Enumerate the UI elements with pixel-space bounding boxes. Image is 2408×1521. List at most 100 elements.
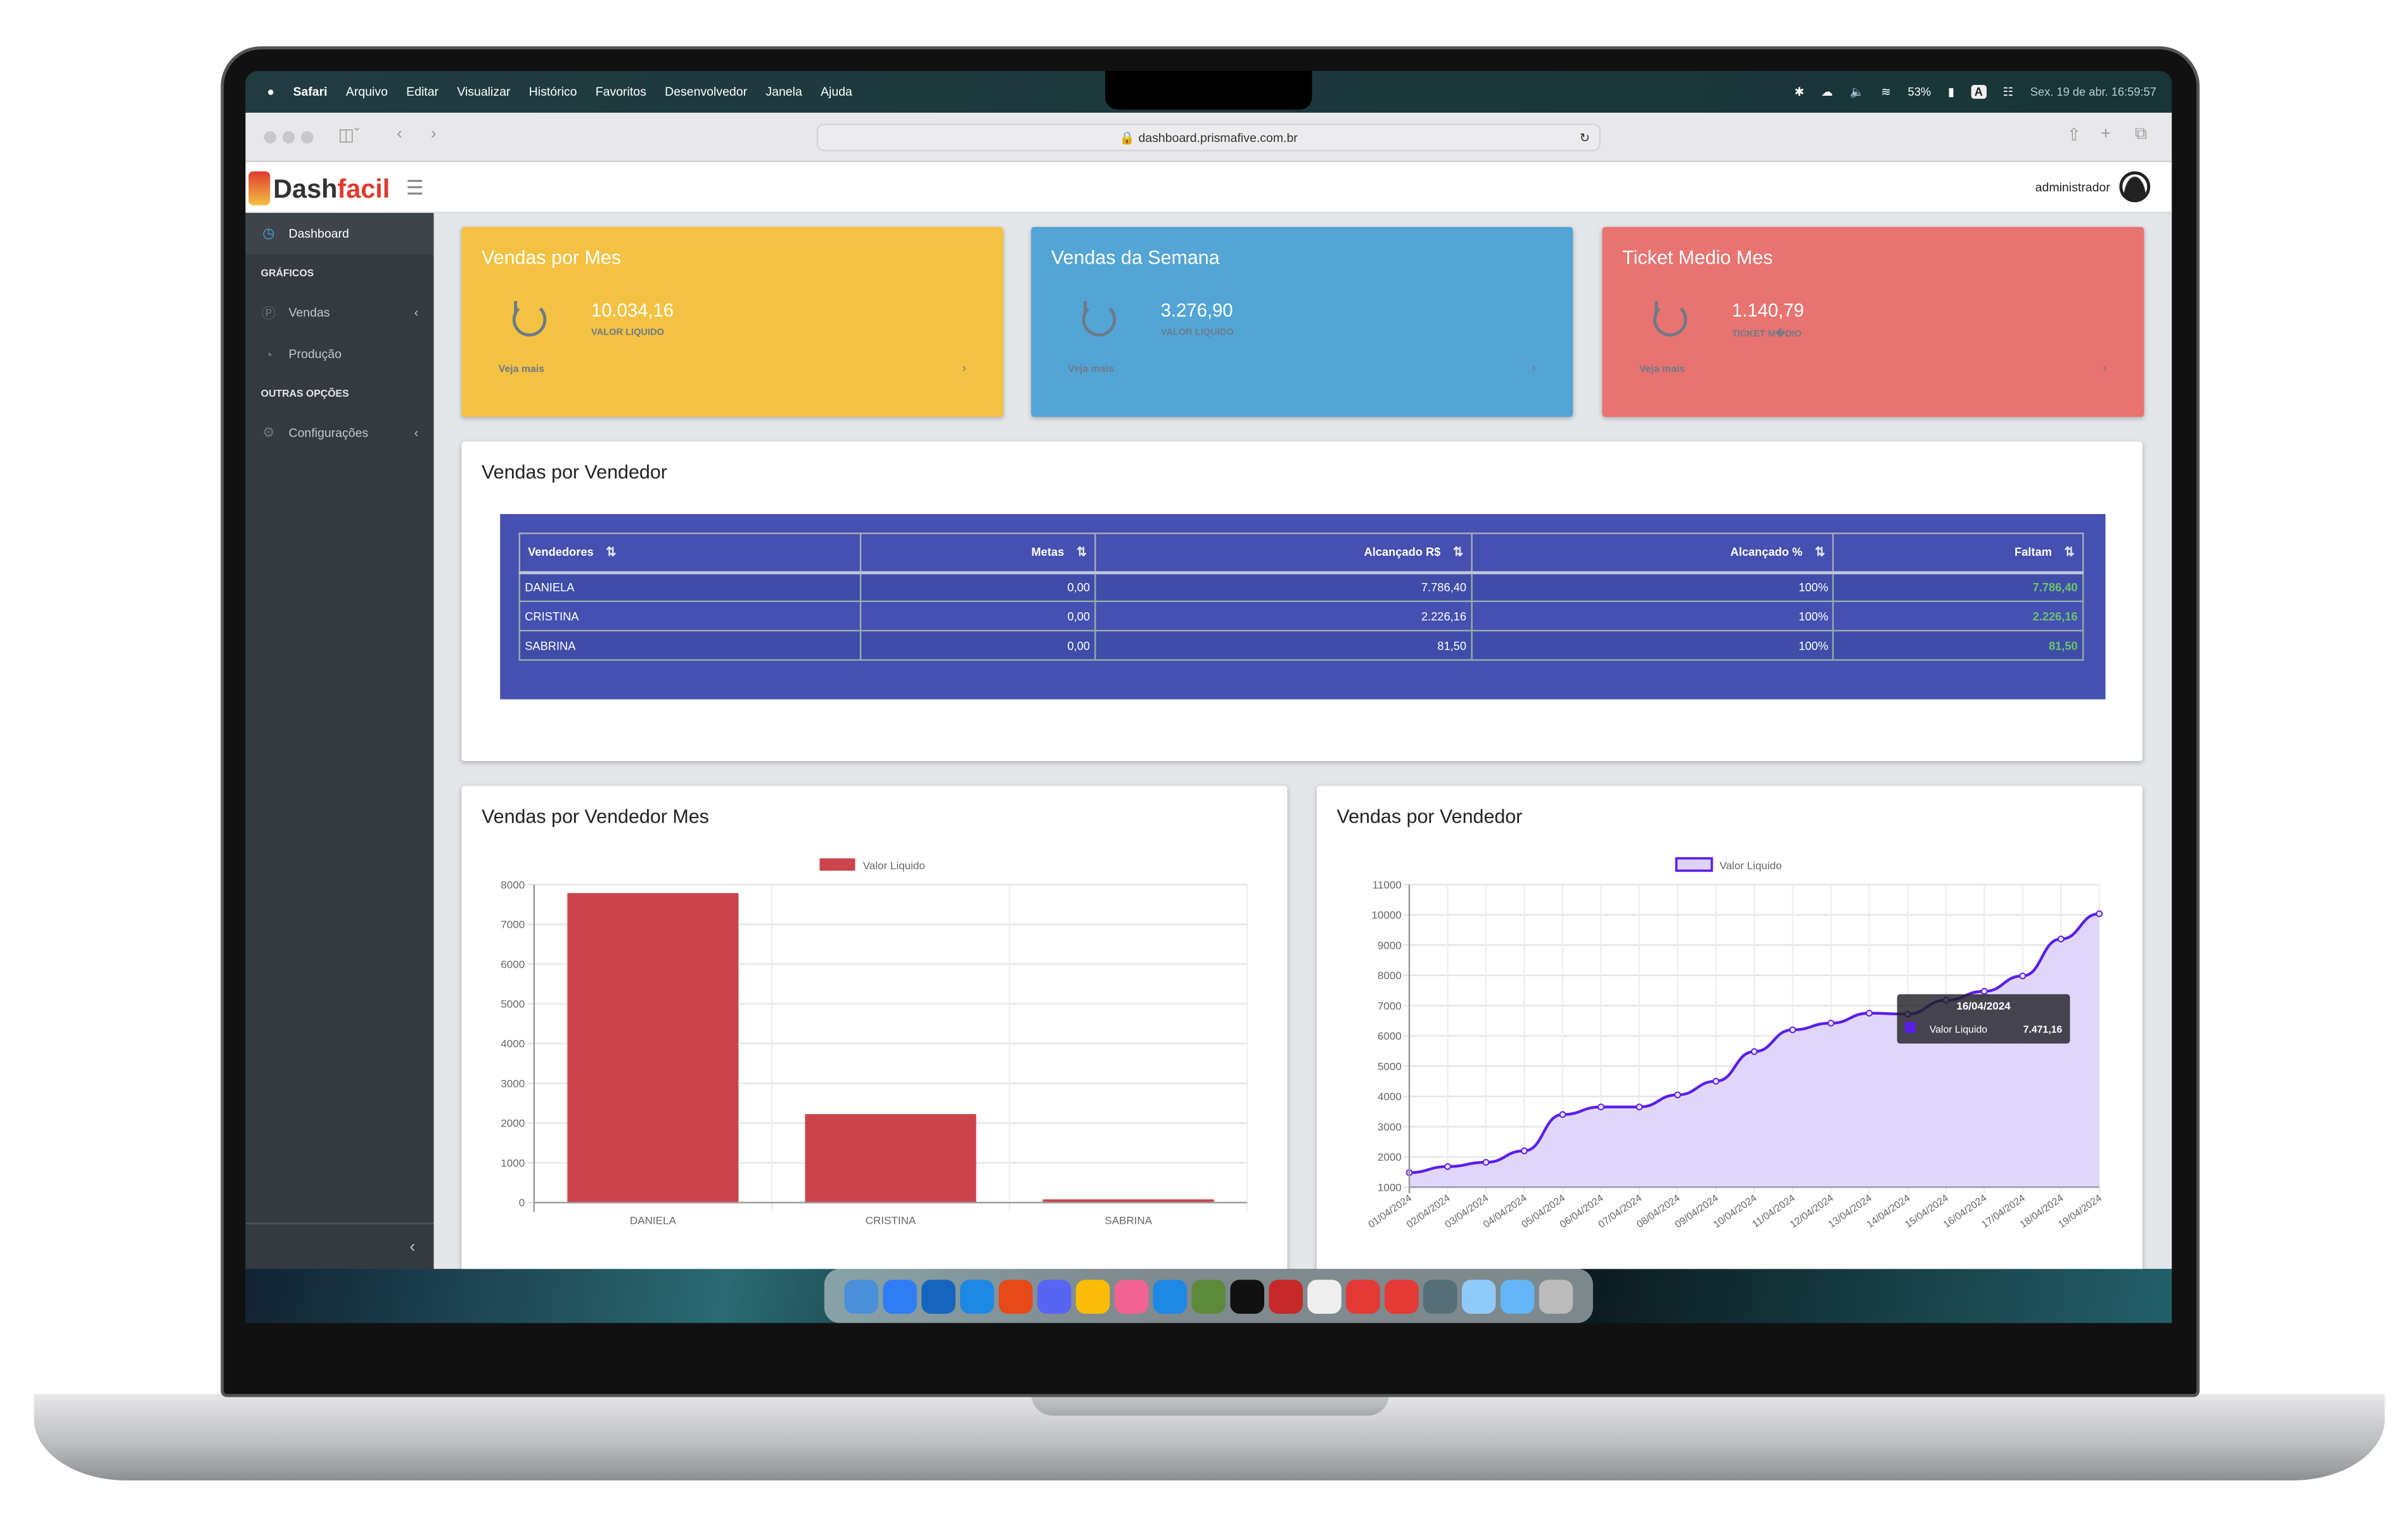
sidebar-toggle-icon[interactable]: ◫ˇ	[338, 126, 360, 145]
dock-app-icon[interactable]	[1500, 1279, 1535, 1313]
legend-swatch	[819, 858, 855, 871]
dock-app-icon[interactable]	[1230, 1279, 1265, 1313]
sort-icon[interactable]: ⇅	[606, 545, 617, 560]
column-header-vendedores[interactable]: Vendedores ⇅	[518, 532, 862, 574]
card-vendas-semana: Vendas da Semana 3.276,90 VALOR LIQUIDO V…	[1031, 227, 1573, 417]
forward-icon[interactable]: ›	[430, 125, 437, 144]
dock-app-icon[interactable]	[1461, 1279, 1496, 1313]
dock	[824, 1269, 1593, 1323]
cloud-icon[interactable]: ☁	[1821, 84, 1833, 99]
sort-icon[interactable]: ⇅	[1452, 545, 1464, 560]
clock[interactable]: Sex. 19 de abr. 16:59:57	[2030, 84, 2156, 99]
menu-safari[interactable]: Safari	[293, 84, 328, 99]
card-title: Vendas por Vendedor Mes	[482, 805, 709, 828]
dock-app-icon[interactable]	[1037, 1279, 1072, 1313]
close-window-button[interactable]	[264, 131, 277, 144]
menu-historico[interactable]: Histórico	[528, 84, 577, 99]
sidebar-item-label: Vendas	[288, 305, 330, 320]
dock-app-icon[interactable]	[1423, 1279, 1457, 1313]
card-subtitle: TICKET M�DIO	[1732, 330, 1802, 340]
dock-app-icon[interactable]	[1346, 1279, 1380, 1313]
dock-app-icon[interactable]	[1153, 1279, 1188, 1313]
zoom-window-button[interactable]	[301, 131, 314, 144]
dock-app-icon[interactable]	[1075, 1279, 1110, 1313]
column-header-alcancado-rs[interactable]: Alcançado R$ ⇅	[1094, 532, 1473, 574]
table-row: SABRINA 0,00 81,50 100% 81,50	[518, 629, 2084, 661]
menu-janela[interactable]: Janela	[765, 84, 802, 99]
sidebar-item-dashboard[interactable]: ◷ Dashboard	[245, 213, 434, 255]
data-point	[1789, 1026, 1796, 1034]
hamburger-menu-icon[interactable]: ☰	[406, 176, 425, 200]
x-tick-label: SABRINA	[1105, 1215, 1152, 1227]
column-header-faltam[interactable]: Faltam ⇅	[1833, 532, 2084, 574]
accessibility-icon[interactable]: ✱	[1794, 84, 1805, 99]
dock-app-icon[interactable]	[999, 1279, 1033, 1313]
chevron-left-icon: ‹	[414, 305, 419, 320]
dock-app-icon[interactable]	[844, 1279, 879, 1313]
dock-app-icon[interactable]	[960, 1279, 994, 1313]
cell-alcancado-pct: 100%	[1471, 600, 1835, 632]
dock-app-icon[interactable]	[883, 1279, 917, 1313]
back-icon[interactable]: ‹	[397, 125, 402, 144]
line-chart-card: Vendas por Vendedor Valor Liquido 1000 200…	[1316, 785, 2143, 1295]
input-source-badge[interactable]: A	[1971, 84, 1986, 99]
sidebar-item-label: Dashboard	[288, 227, 349, 241]
tabs-overview-icon[interactable]: ⧉	[2134, 125, 2147, 144]
chevron-right-icon[interactable]: ›	[1532, 361, 1536, 375]
dock-app-icon[interactable]	[1385, 1279, 1419, 1313]
menu-favoritos[interactable]: Favoritos	[595, 84, 646, 99]
veja-mais-link[interactable]: Veja mais	[1639, 364, 1686, 375]
menu-visualizar[interactable]: Visualizar	[457, 84, 511, 99]
control-center-icon[interactable]: ☷	[2002, 84, 2014, 99]
menu-arquivo[interactable]: Arquivo	[345, 84, 388, 99]
dock-app-icon[interactable]	[1269, 1279, 1303, 1313]
veja-mais-link[interactable]: Veja mais	[1068, 364, 1114, 375]
laptop-lid-notch	[1031, 1394, 1390, 1416]
sidebar-item-configuracoes[interactable]: ⚙ Configurações ‹	[245, 412, 433, 454]
share-icon[interactable]: ⇧	[2066, 126, 2082, 145]
battery-percent[interactable]: 53%	[1907, 84, 1931, 99]
wifi-icon[interactable]: ≋	[1881, 84, 1891, 99]
reload-icon[interactable]: ↻	[1579, 131, 1590, 145]
address-bar[interactable]: 🔒 dashboard.prismafive.com.br ↻	[816, 123, 1601, 151]
data-point	[2057, 935, 2065, 943]
sidebar-collapse-button[interactable]: ‹	[245, 1223, 434, 1269]
volume-icon[interactable]: 🔈	[1849, 84, 1864, 99]
sidebar-item-vendas[interactable]: Ⓟ Vendas ‹	[245, 292, 433, 333]
bar	[1042, 1199, 1214, 1203]
chevron-right-icon[interactable]: ›	[2103, 361, 2108, 375]
cell-vendedor: DANIELA	[518, 571, 862, 603]
dock-app-icon[interactable]	[921, 1279, 956, 1313]
cell-alcancado-pct: 100%	[1471, 571, 1835, 603]
data-point	[1598, 1103, 1604, 1111]
card-title: Vendas por Vendedor	[1336, 805, 1523, 828]
card-value: 3.276,90	[1160, 299, 1233, 321]
apple-icon[interactable]: ●	[267, 84, 275, 99]
veja-mais-link[interactable]: Veja mais	[498, 364, 544, 375]
y-tick-label: 8000	[1378, 970, 1402, 982]
minimize-window-button[interactable]	[282, 131, 295, 144]
sort-icon[interactable]: ⇅	[1076, 545, 1087, 560]
column-header-metas[interactable]: Metas ⇅	[859, 532, 1096, 574]
logo-mark-icon	[248, 171, 271, 205]
new-tab-icon[interactable]: +	[2101, 125, 2111, 144]
sort-icon[interactable]: ⇅	[2064, 545, 2075, 560]
sort-icon[interactable]: ⇅	[1814, 545, 1826, 560]
user-menu[interactable]: administrador	[2035, 171, 2151, 203]
menu-ajuda[interactable]: Ajuda	[821, 84, 852, 99]
chevron-right-icon[interactable]: ›	[962, 361, 966, 375]
column-header-alcancado-pct[interactable]: Alcançado % ⇅	[1471, 532, 1835, 574]
dock-app-icon[interactable]	[1114, 1279, 1149, 1313]
dock-app-icon[interactable]	[1191, 1279, 1226, 1313]
chevron-left-icon: ‹	[414, 426, 419, 440]
dashfacil-logo[interactable]: Dash facil	[248, 171, 390, 205]
dock-app-icon[interactable]	[1539, 1279, 1573, 1313]
dock-app-icon[interactable]	[1307, 1279, 1342, 1313]
y-tick-label: 1000	[501, 1157, 525, 1169]
sidebar-item-producao[interactable]: ◔ Produção	[245, 333, 433, 375]
avatar[interactable]	[2119, 171, 2151, 203]
data-point	[1521, 1147, 1528, 1155]
menu-editar[interactable]: Editar	[406, 84, 439, 99]
card-title: Vendas por Vendedor	[482, 461, 667, 484]
menu-desenvolvedor[interactable]: Desenvolvedor	[665, 84, 748, 99]
